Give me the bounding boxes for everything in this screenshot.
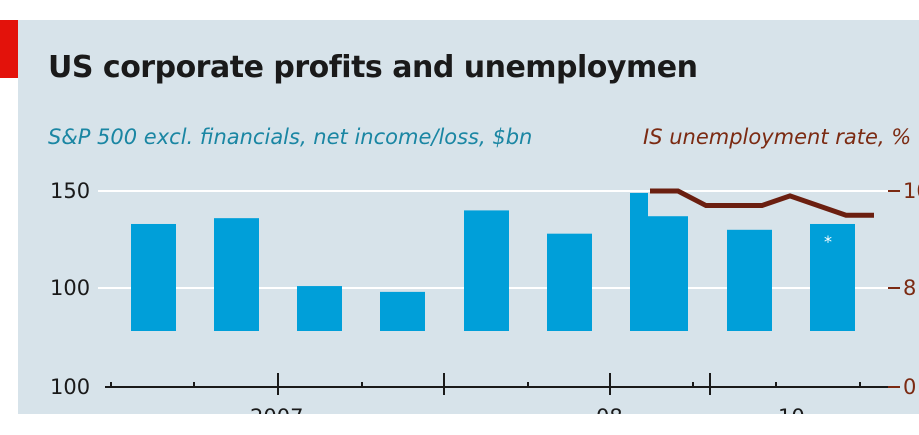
- left-tick-label: 100: [50, 375, 91, 399]
- bar: [464, 210, 509, 331]
- chart-title: US corporate profits and unemploymen: [48, 50, 698, 85]
- bottom-crop: [0, 414, 919, 435]
- bar: [643, 216, 688, 331]
- bar: [547, 233, 592, 331]
- left-tick-label: 150: [50, 179, 91, 203]
- right-tick-label: 8: [903, 276, 917, 300]
- bar: [214, 218, 259, 331]
- right-axis-label: IS unemployment rate, %: [643, 125, 912, 149]
- annotation-star: *: [824, 232, 832, 251]
- unemployment-line: [650, 188, 874, 218]
- bar: [810, 223, 855, 331]
- left-tick-label: 100: [50, 276, 91, 300]
- bar: [131, 223, 176, 331]
- bar: [727, 229, 772, 331]
- right-tick-label: 10: [903, 179, 919, 203]
- bar: [380, 291, 425, 331]
- bar: [297, 286, 342, 331]
- left-axis-label: S&P 500 excl. financials, net income/los…: [48, 125, 533, 149]
- right-tick-label: 0: [903, 375, 917, 399]
- accent-bar: [0, 20, 18, 78]
